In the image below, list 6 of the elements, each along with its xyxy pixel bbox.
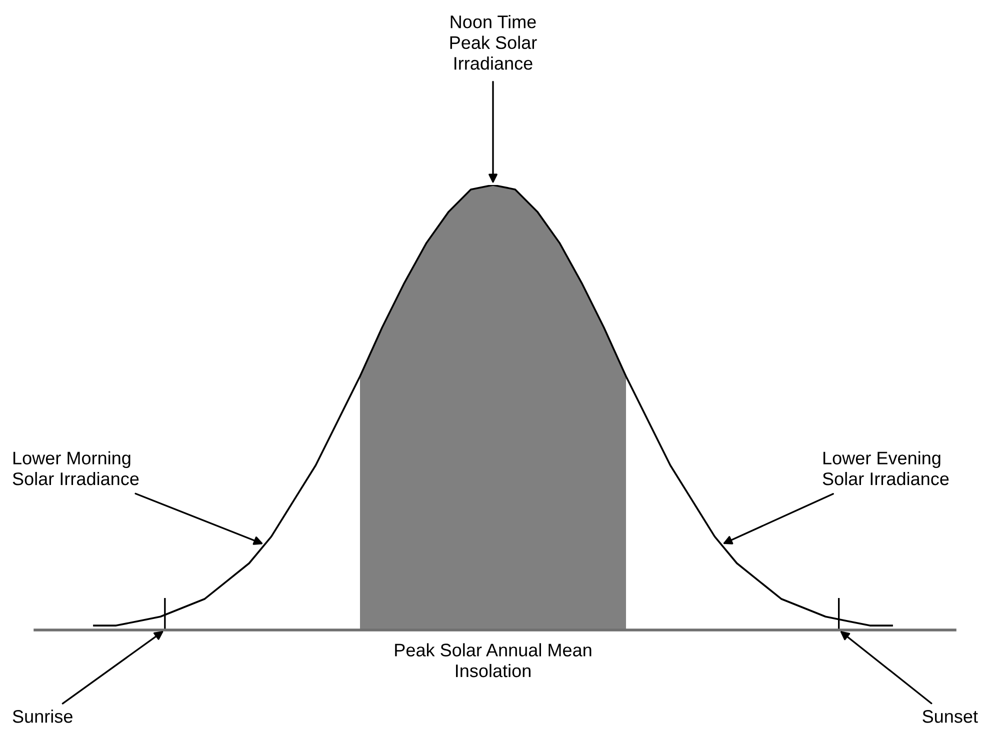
annotation: Lower Morning Solar Irradiance	[12, 451, 139, 486]
annotation: Lower Evening Solar Irradiance	[822, 451, 949, 486]
text: Peak Solar Annual Mean Insolation	[395, 643, 592, 678]
text: Sunrise	[12, 710, 72, 723]
text: Noon Time Peak Solar Irradiance	[450, 15, 537, 70]
text: Sunset	[922, 710, 978, 723]
